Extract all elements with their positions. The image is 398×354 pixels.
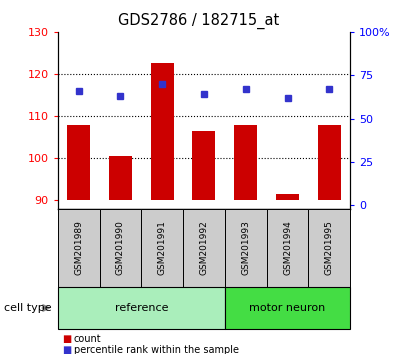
Bar: [267, 209, 308, 287]
Bar: [58, 287, 225, 329]
Text: GSM201994: GSM201994: [283, 221, 292, 275]
Bar: [100, 209, 141, 287]
Bar: [318, 125, 341, 200]
Text: reference: reference: [115, 303, 168, 313]
Text: GSM201989: GSM201989: [74, 220, 83, 275]
Bar: [225, 287, 350, 329]
Bar: [58, 209, 100, 287]
Bar: [183, 209, 225, 287]
Bar: [109, 156, 132, 200]
Bar: [193, 131, 215, 200]
Text: GSM201993: GSM201993: [241, 220, 250, 275]
Text: GSM201995: GSM201995: [325, 220, 334, 275]
Text: motor neuron: motor neuron: [250, 303, 326, 313]
Text: GDS2786 / 182715_at: GDS2786 / 182715_at: [118, 12, 280, 29]
Text: GSM201990: GSM201990: [116, 220, 125, 275]
Text: percentile rank within the sample: percentile rank within the sample: [74, 345, 239, 354]
Text: GSM201991: GSM201991: [158, 220, 167, 275]
Text: ■: ■: [62, 334, 71, 344]
Bar: [225, 209, 267, 287]
Bar: [234, 125, 257, 200]
Text: GSM201992: GSM201992: [199, 221, 209, 275]
Bar: [151, 63, 174, 200]
Text: ■: ■: [62, 345, 71, 354]
Bar: [308, 209, 350, 287]
Bar: [141, 209, 183, 287]
Text: count: count: [74, 334, 101, 344]
Bar: [276, 194, 299, 200]
Text: cell type: cell type: [4, 303, 52, 313]
Bar: [67, 125, 90, 200]
